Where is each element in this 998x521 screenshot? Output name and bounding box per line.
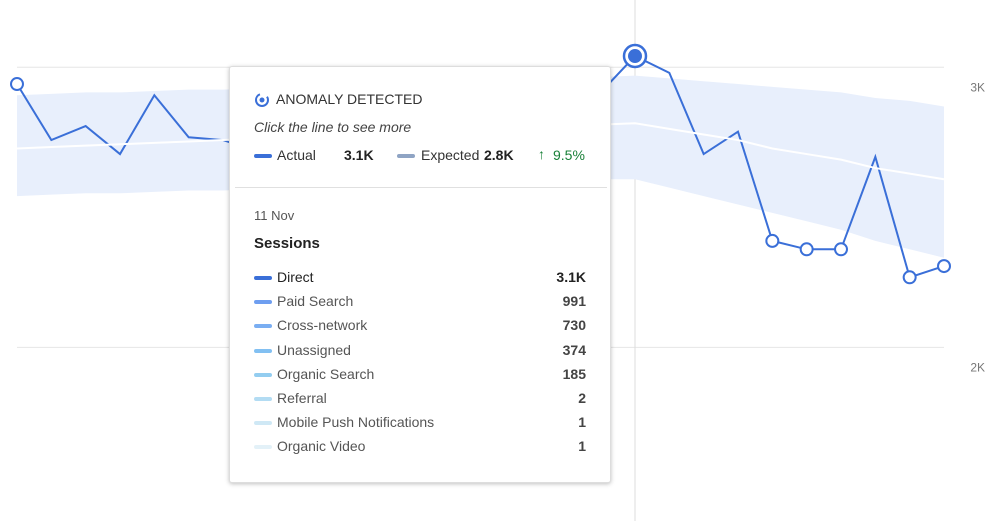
row-name: Mobile Push Notifications xyxy=(277,414,435,431)
row-swatch xyxy=(254,324,272,329)
row-value: 1 xyxy=(578,438,586,455)
change-value: 9.5% xyxy=(553,147,585,163)
y-tick-label: 3K xyxy=(970,80,985,94)
tooltip-title: ANOMALY DETECTED xyxy=(276,91,423,107)
anomaly-point xyxy=(937,259,951,274)
row-swatch xyxy=(254,276,272,280)
actual-label: Actual xyxy=(277,147,316,163)
row-name: Unassigned xyxy=(277,341,351,358)
row-name: Cross-network xyxy=(277,317,368,334)
row-name: Direct xyxy=(277,269,314,285)
row-value: 2 xyxy=(578,390,586,406)
row-value: 730 xyxy=(562,317,586,334)
tooltip-date: 11 Nov xyxy=(254,208,295,223)
metric-name: Sessions xyxy=(254,235,320,252)
row-swatch xyxy=(254,397,272,401)
row-swatch xyxy=(254,445,272,450)
row-swatch xyxy=(254,421,272,426)
row-swatch xyxy=(254,372,272,377)
row-value: 1 xyxy=(578,414,586,431)
row-value: 3.1K xyxy=(556,269,586,285)
row-value: 991 xyxy=(562,293,586,310)
tooltip-hint: Click the line to see more xyxy=(254,119,412,135)
up-arrow: ↑ xyxy=(538,146,545,162)
row-name: Referral xyxy=(277,390,327,406)
row-value: 185 xyxy=(562,365,586,382)
row-name: Paid Search xyxy=(277,293,354,310)
row-swatch xyxy=(254,348,272,353)
row-swatch xyxy=(254,300,272,305)
expected-swatch xyxy=(397,154,415,158)
anomaly-icon xyxy=(255,93,269,107)
row-value: 374 xyxy=(562,341,586,358)
actual-swatch xyxy=(254,154,272,158)
hover-point-core xyxy=(628,49,642,64)
anomaly-point xyxy=(902,270,917,285)
actual-value: 3.1K xyxy=(344,147,374,163)
row-name: Organic Search xyxy=(277,365,375,382)
row-name: Organic Video xyxy=(277,438,366,455)
y-tick-label: 2K xyxy=(970,361,985,375)
anomaly-point xyxy=(10,77,24,92)
expected-label: Expected xyxy=(421,147,480,163)
anomaly-point xyxy=(799,242,814,257)
divider xyxy=(235,187,607,188)
anomaly-point xyxy=(765,233,780,248)
anomaly-point xyxy=(834,242,848,257)
expected-value: 2.8K xyxy=(484,147,514,163)
tooltip: ANOMALY DETECTED Click the line to see m… xyxy=(229,66,611,483)
